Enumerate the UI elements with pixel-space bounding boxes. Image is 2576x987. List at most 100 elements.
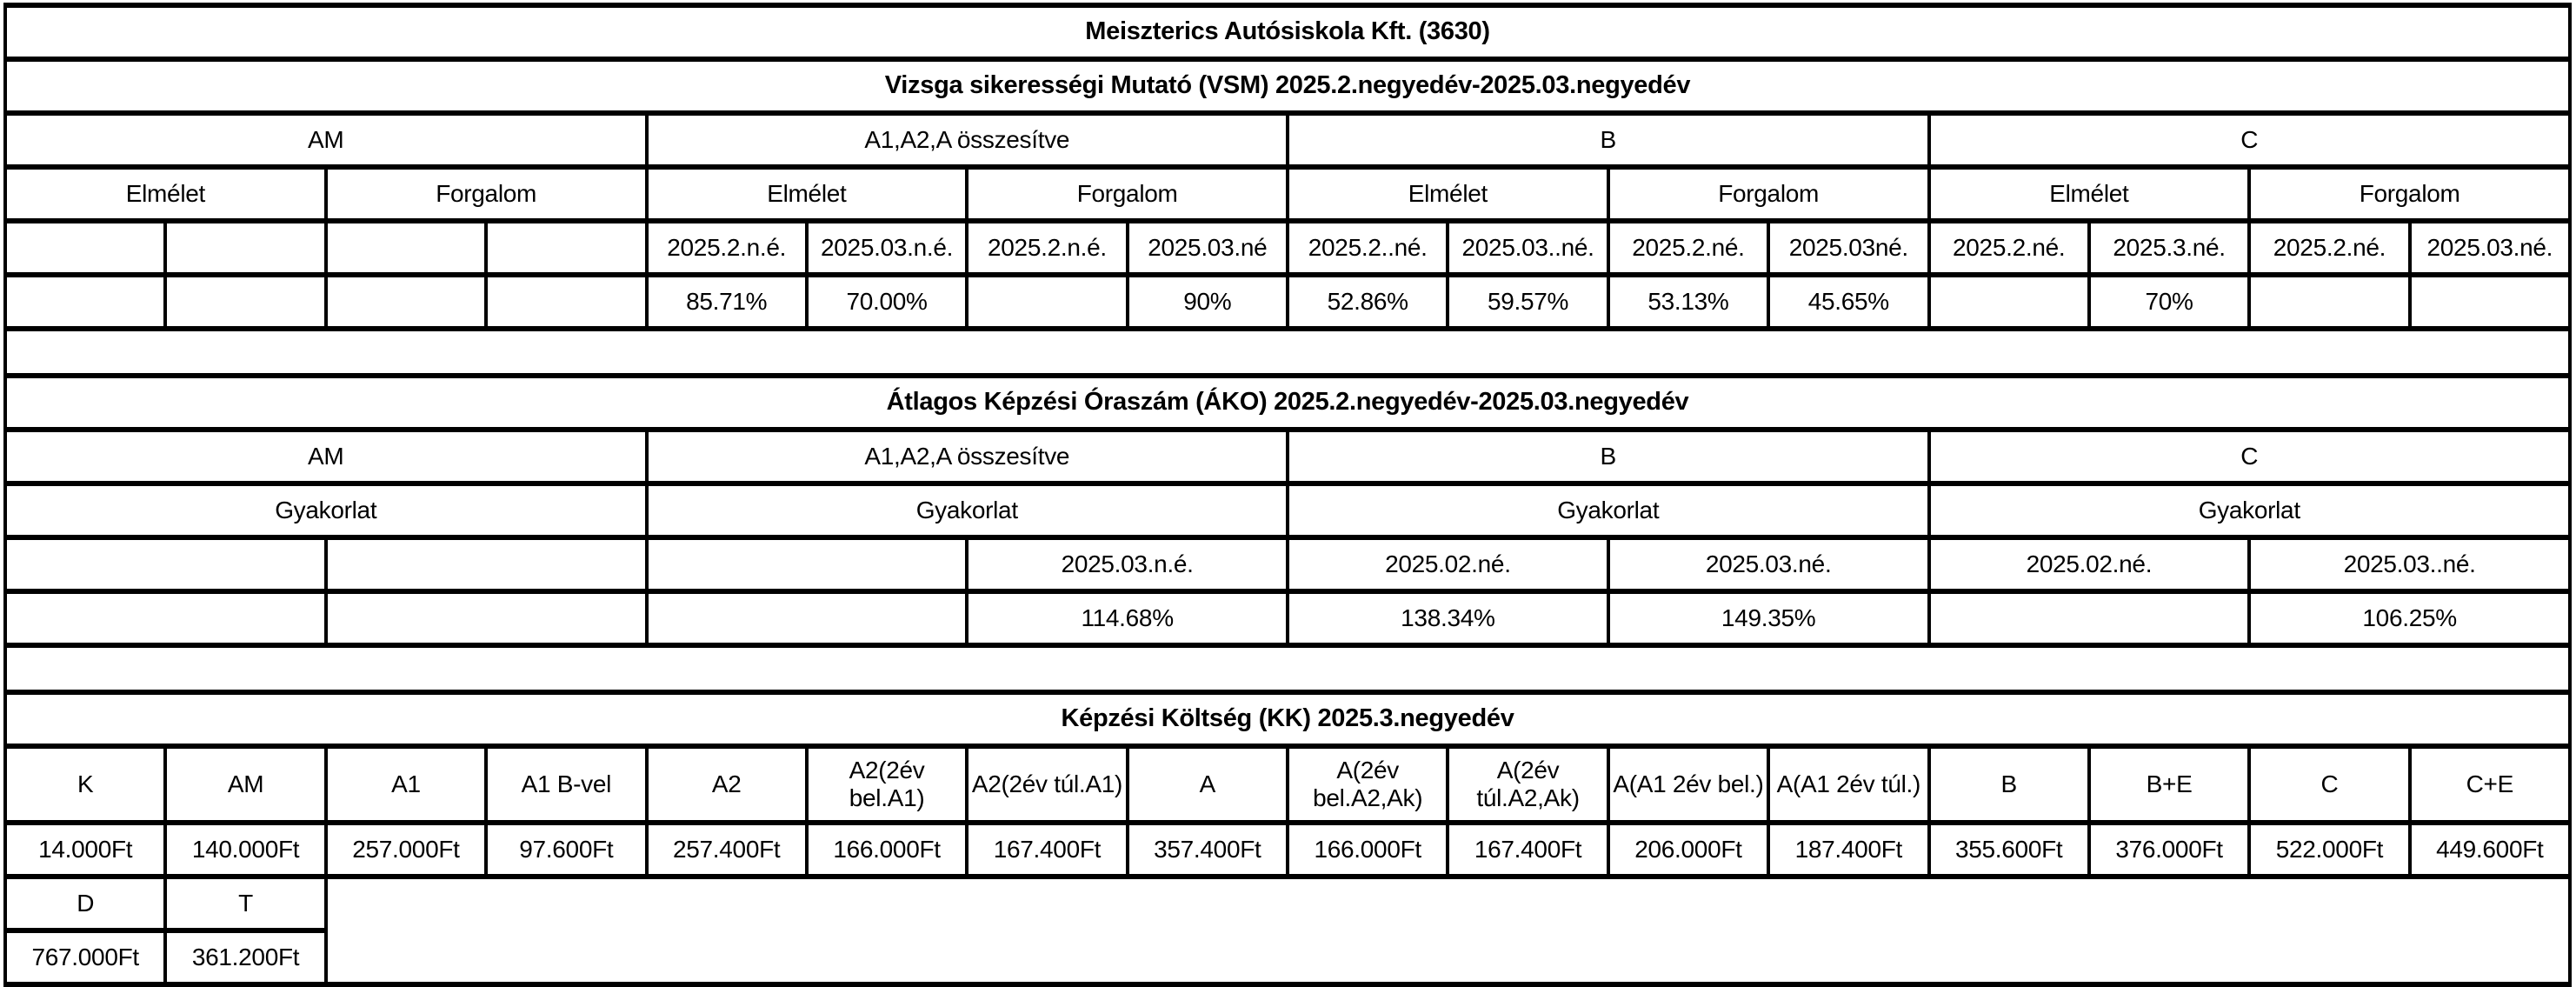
kk-category-header: K — [3, 744, 168, 825]
kk-price-row: 14.000Ft 140.000Ft 257.000Ft 97.600Ft 25… — [3, 820, 2573, 879]
kk-extra-category-header: D — [3, 874, 168, 933]
vsm-exam-type-header: Elmélet — [1927, 164, 2252, 223]
kk-category-header: A(A1 2év bel.) — [1606, 744, 1771, 825]
kk-category-header: A(2év bel.A2,Ak) — [1285, 744, 1450, 825]
ako-practice-header: Gyakorlat — [1286, 481, 1931, 540]
kk-price-cell: 140.000Ft — [163, 820, 328, 879]
kk-title-row: Képzési Költség (KK) 2025.3.negyedév — [3, 690, 2572, 749]
report-title: Meiszterics Autósiskola Kft. (3630) — [3, 3, 2572, 62]
kk-category-header: B — [1927, 744, 2091, 825]
kk-section-title: Képzési Költség (KK) 2025.3.negyedév — [3, 690, 2572, 749]
vsm-period-header: 2025.03.n.é. — [804, 218, 969, 277]
ako-value-cell — [323, 589, 649, 648]
ako-practice-header: Gyakorlat — [1927, 481, 2572, 540]
ako-value-row: 114.68% 138.34% 149.35% 106.25% — [3, 589, 2572, 648]
vsm-period-header: 2025.2.n.é. — [644, 218, 809, 277]
section-gap-row — [3, 326, 2572, 378]
ako-value-cell — [1927, 589, 2252, 648]
vsm-value-cell — [1927, 272, 2091, 331]
ako-period-header — [323, 535, 649, 594]
ako-period-header: 2025.03.né. — [1606, 535, 1931, 594]
vsm-period-header: 2025.3.né. — [2087, 218, 2252, 277]
vsm-period-header: 2025.03né. — [1767, 218, 1931, 277]
vsm-period-header — [163, 218, 328, 277]
kk-price-cell: 257.400Ft — [644, 820, 809, 879]
ako-period-header: 2025.03.n.é. — [965, 535, 1289, 594]
kk-price-cell: 376.000Ft — [2087, 820, 2252, 879]
vsm-value-cell: 52.86% — [1285, 272, 1450, 331]
vsm-value-row: 85.71% 70.00% 90% 52.86% 59.57% 53.13% 4… — [3, 272, 2573, 331]
vsm-title-row: Vizsga sikerességi Mutató (VSM) 2025.2.n… — [3, 57, 2572, 116]
kk-price-cell: 449.600Ft — [2407, 820, 2573, 879]
section-gap — [3, 326, 2572, 378]
kk-category-row: K AM A1 A1 B-vel A2 A2(2év bel.A1) A2(2é… — [3, 744, 2573, 825]
vsm-value-cell: 70.00% — [804, 272, 969, 331]
vsm-exam-type-row: Elmélet Forgalom Elmélet Forgalom Elméle… — [3, 164, 2572, 223]
ako-category-header: A1,A2,A összesítve — [644, 427, 1289, 486]
kk-extra-category-row: D T — [3, 874, 2573, 987]
vsm-value-cell — [163, 272, 328, 331]
vsm-exam-type-header: Elmélet — [644, 164, 969, 223]
vsm-value-cell — [3, 272, 168, 331]
vsm-exam-type-header: Forgalom — [965, 164, 1289, 223]
kk-extra-category-header: T — [163, 874, 328, 933]
report-title-row: Meiszterics Autósiskola Kft. (3630) — [3, 3, 2572, 62]
kk-category-header: A2(2év túl.A1) — [965, 744, 1129, 825]
vsm-value-cell — [2407, 272, 2573, 331]
kk-price-cell: 522.000Ft — [2247, 820, 2412, 879]
ako-period-header: 2025.03..né. — [2247, 535, 2572, 594]
vsm-category-header: C — [1927, 110, 2572, 170]
kk-price-cell: 206.000Ft — [1606, 820, 1771, 879]
vsm-period-header: 2025.03..né. — [1446, 218, 1610, 277]
kk-price-cell: 14.000Ft — [3, 820, 168, 879]
ako-value-cell: 106.25% — [2247, 589, 2572, 648]
vsm-exam-type-header: Forgalom — [2247, 164, 2572, 223]
kk-price-cell: 355.600Ft — [1927, 820, 2091, 879]
kk-extra-price-row: 767.000Ft 361.200Ft — [3, 928, 2570, 987]
ako-title-row: Átlagos Képzési Óraszám (ÁKO) 2025.2.neg… — [3, 373, 2572, 432]
kk-price-cell: 257.000Ft — [323, 820, 489, 879]
ako-value-cell: 138.34% — [1286, 589, 1610, 648]
ako-period-header — [644, 535, 969, 594]
ako-period-header — [3, 535, 328, 594]
vsm-period-header: 2025.2..né. — [1285, 218, 1450, 277]
kk-price-cell: 97.600Ft — [484, 820, 649, 879]
empty-cell — [323, 874, 2573, 987]
vsm-value-cell: 85.71% — [644, 272, 809, 331]
kk-category-header: A1 B-vel — [484, 744, 649, 825]
kk-price-cell: 166.000Ft — [1285, 820, 1450, 879]
vsm-value-cell — [323, 272, 489, 331]
section-gap-row — [3, 643, 2572, 695]
kk-category-header: B+E — [2087, 744, 2252, 825]
kk-category-header: A2 — [644, 744, 809, 825]
vsm-value-cell — [965, 272, 1129, 331]
ako-period-header: 2025.02.né. — [1286, 535, 1610, 594]
ako-section-title: Átlagos Képzési Óraszám (ÁKO) 2025.2.neg… — [3, 373, 2572, 432]
vsm-value-cell: 90% — [1125, 272, 1290, 331]
vsm-exam-type-header: Elmélet — [1286, 164, 1610, 223]
kk-extra-price-cell: 361.200Ft — [163, 928, 328, 987]
vsm-period-header: 2025.03.né. — [2407, 218, 2573, 277]
ako-period-header: 2025.02.né. — [1927, 535, 2252, 594]
vsm-period-header: 2025.03.né — [1125, 218, 1290, 277]
ako-category-header: B — [1286, 427, 1931, 486]
kk-category-header: A1 — [323, 744, 489, 825]
vsm-period-header: 2025.2.né. — [1606, 218, 1771, 277]
ako-value-cell — [3, 589, 328, 648]
kk-category-header: C — [2247, 744, 2412, 825]
ako-practice-header: Gyakorlat — [644, 481, 1289, 540]
ako-value-cell — [644, 589, 969, 648]
ako-value-cell: 114.68% — [965, 589, 1289, 648]
ako-category-header: AM — [3, 427, 649, 486]
vsm-category-header: B — [1286, 110, 1931, 170]
kk-category-header: A2(2év bel.A1) — [804, 744, 969, 825]
kk-category-header: A(A1 2év túl.) — [1767, 744, 1931, 825]
vsm-period-header — [3, 218, 168, 277]
kk-category-header: A — [1125, 744, 1290, 825]
vsm-exam-type-header: Forgalom — [1606, 164, 1931, 223]
ako-category-header: C — [1927, 427, 2572, 486]
kk-category-header: A(2év túl.A2,Ak) — [1446, 744, 1610, 825]
ako-practice-header: Gyakorlat — [3, 481, 649, 540]
vsm-period-header: 2025.2.n.é. — [965, 218, 1129, 277]
ako-practice-row: Gyakorlat Gyakorlat Gyakorlat Gyakorlat — [3, 481, 2572, 540]
